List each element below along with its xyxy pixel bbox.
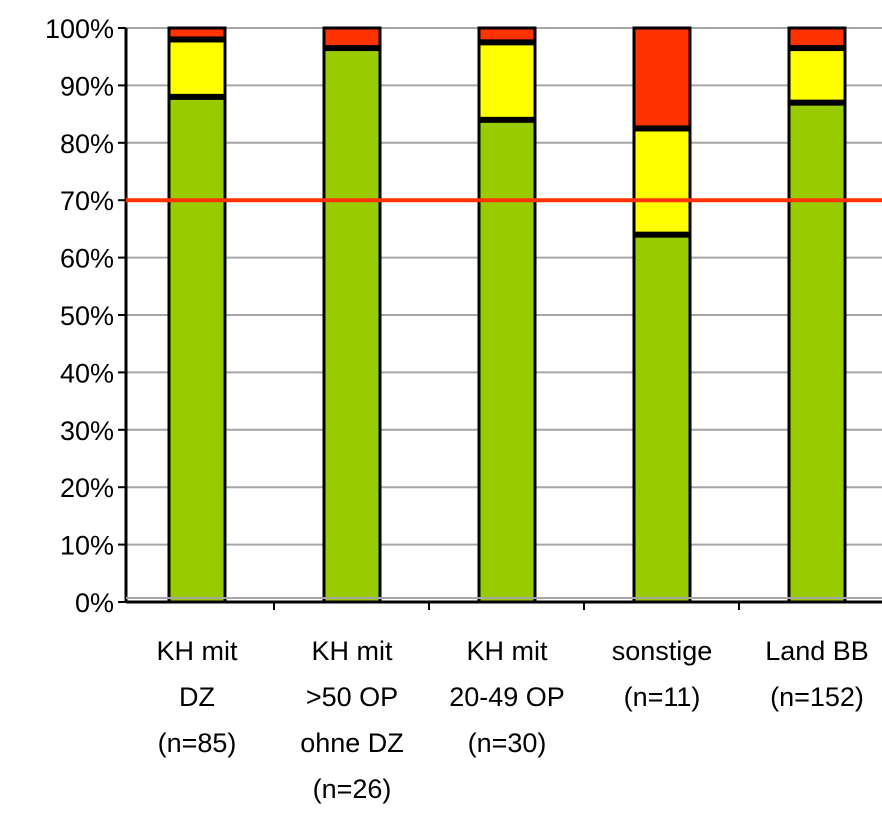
bar-segment [787, 46, 847, 105]
y-tick-label: 70% [60, 186, 114, 216]
y-tick-label: 10% [60, 531, 114, 561]
bar-separator [789, 45, 845, 52]
x-category-label-line: sonstige [612, 636, 713, 666]
bar-separator [324, 45, 380, 52]
bar-segment [322, 46, 382, 604]
x-category-label: sonstige (n=11) [612, 636, 713, 712]
bar-separator [634, 125, 690, 132]
bar-separator [169, 93, 225, 100]
x-category-label-line: (n=152) [770, 682, 864, 712]
x-category-label-line: KH mit [467, 636, 548, 666]
bar-segment [787, 101, 847, 604]
y-tick-label: 20% [60, 473, 114, 503]
bar-segment [167, 37, 227, 99]
x-category-label: Land BB (n=152) [765, 636, 869, 712]
bar-separator [169, 36, 225, 43]
x-category-label-line: 20-49 OP [449, 682, 565, 712]
x-category-label-line: >50 OP [306, 682, 398, 712]
bar-separator [479, 116, 535, 123]
bar-segment [787, 26, 847, 50]
y-tick-label: 0% [75, 588, 114, 618]
bar-separator [634, 231, 690, 238]
x-category-label-line: (n=85) [158, 728, 237, 758]
x-category-label: KH mit >50 OP ohne DZ (n=26) [300, 636, 404, 804]
x-category-label-line: (n=30) [468, 728, 547, 758]
y-tick-label: 80% [60, 129, 114, 159]
bar-segment [322, 26, 382, 50]
x-category-label-line: ohne DZ [300, 728, 404, 758]
x-category-label: KH mit DZ (n=85) [157, 636, 238, 758]
x-category-label-line: (n=26) [313, 774, 392, 804]
x-category-label-line: KH mit [157, 636, 238, 666]
bar-segment [632, 26, 692, 130]
x-category-label-line: Land BB [765, 636, 869, 666]
bar-separator [789, 99, 845, 106]
x-category-label: KH mit 20-49 OP (n=30) [449, 636, 565, 758]
y-tick-label: 30% [60, 416, 114, 446]
bar-segment [167, 95, 227, 604]
x-category-label-line: (n=11) [624, 682, 701, 712]
x-category-label-line: KH mit [312, 636, 393, 666]
y-tick-label: 60% [60, 244, 114, 274]
x-category-label-line: DZ [179, 682, 215, 712]
y-tick-label: 100% [45, 14, 114, 44]
y-tick-label: 50% [60, 301, 114, 331]
bar-segment [632, 233, 692, 604]
y-tick-label: 90% [60, 71, 114, 101]
y-tick-label: 40% [60, 358, 114, 388]
bar-segment [477, 40, 537, 122]
bar-segment [632, 126, 692, 237]
bar-separator [479, 39, 535, 46]
bar-segment [477, 118, 537, 604]
